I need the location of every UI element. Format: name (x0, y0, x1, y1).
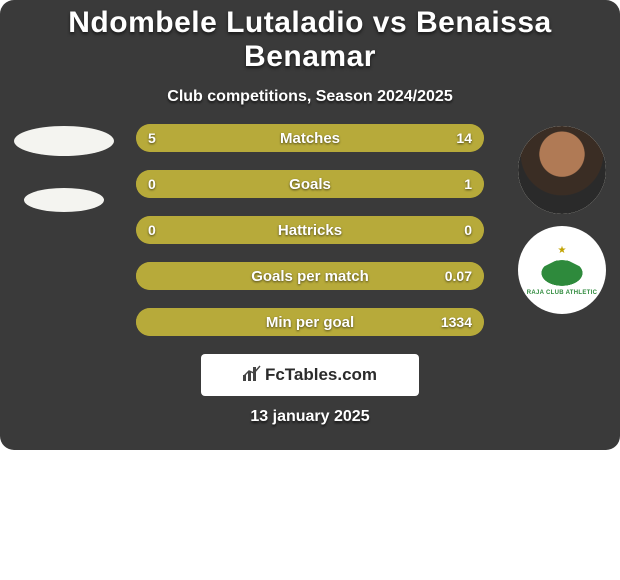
branding-badge: FcTables.com (201, 354, 419, 396)
club-badge-text: RAJA CLUB ATHLETIC (527, 290, 598, 296)
bar-value-right: 0 (464, 216, 472, 244)
bar-label: Goals per match (136, 262, 484, 290)
bar-label: Goals (136, 170, 484, 198)
bar-value-right: 1334 (441, 308, 472, 336)
bar-value-right: 1 (464, 170, 472, 198)
bar-value-right: 0.07 (445, 262, 472, 290)
branding-text: FcTables.com (265, 365, 377, 385)
bar-row: 0Goals1 (136, 170, 484, 198)
bar-label: Matches (136, 124, 484, 152)
eagle-icon (538, 258, 586, 288)
bar-label: Hattricks (136, 216, 484, 244)
bar-label: Min per goal (136, 308, 484, 336)
left-player-avatar (14, 126, 114, 156)
right-player-avatar (518, 126, 606, 214)
left-avatar-column (14, 126, 114, 212)
right-avatar-column: ★ RAJA CLUB ATHLETIC (518, 126, 606, 314)
bar-row: 0Hattricks0 (136, 216, 484, 244)
bar-row: 5Matches14 (136, 124, 484, 152)
crown-icon: ★ (558, 245, 567, 256)
player-photo-icon (518, 126, 606, 214)
date-text: 13 january 2025 (0, 408, 620, 426)
comparison-bars: 5Matches140Goals10Hattricks0Goals per ma… (136, 124, 484, 336)
bar-chart-icon (243, 365, 261, 386)
subtitle: Club competitions, Season 2024/2025 (0, 88, 620, 106)
right-club-avatar: ★ RAJA CLUB ATHLETIC (518, 226, 606, 314)
page-title: Ndombele Lutaladio vs Benaissa Benamar (0, 6, 620, 74)
bar-row: Goals per match0.07 (136, 262, 484, 290)
left-club-avatar (24, 188, 104, 212)
bar-value-right: 14 (456, 124, 472, 152)
bar-row: Min per goal1334 (136, 308, 484, 336)
comparison-card: Ndombele Lutaladio vs Benaissa Benamar C… (0, 0, 620, 450)
